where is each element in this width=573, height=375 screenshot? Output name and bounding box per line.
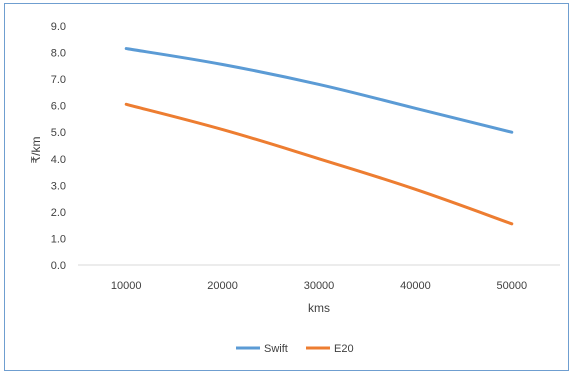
x-axis-ticks: 10000 20000 30000 40000 50000	[111, 280, 527, 292]
y-tick-label: 3.0	[51, 180, 66, 192]
y-axis-title: ₹/km	[29, 137, 43, 164]
legend-label-swift: Swift	[264, 343, 288, 355]
y-tick-label: 1.0	[51, 233, 66, 245]
y-axis-ticks: 0.0 1.0 2.0 3.0 4.0 5.0 6.0 7.0 8.0 9.0	[51, 21, 66, 272]
y-tick-label: 6.0	[51, 101, 66, 113]
legend-label-e20: E20	[334, 343, 354, 355]
x-tick-label: 30000	[304, 280, 335, 292]
y-tick-label: 7.0	[51, 74, 66, 86]
x-tick-label: 10000	[111, 280, 142, 292]
y-tick-label: 0.0	[51, 260, 66, 272]
legend: Swift E20	[236, 343, 354, 355]
x-tick-label: 50000	[497, 280, 528, 292]
y-tick-label: 8.0	[51, 48, 66, 60]
y-tick-label: 9.0	[51, 21, 66, 33]
y-tick-label: 2.0	[51, 207, 66, 219]
series-line-e20	[124, 102, 514, 226]
chart-area	[4, 3, 569, 371]
series-lines	[124, 47, 514, 226]
y-tick-label: 4.0	[51, 154, 66, 166]
x-tick-label: 20000	[207, 280, 238, 292]
x-axis-title: kms	[308, 301, 330, 315]
y-tick-label: 5.0	[51, 127, 66, 139]
x-tick-label: 40000	[400, 280, 431, 292]
series-line-swift	[124, 47, 514, 134]
